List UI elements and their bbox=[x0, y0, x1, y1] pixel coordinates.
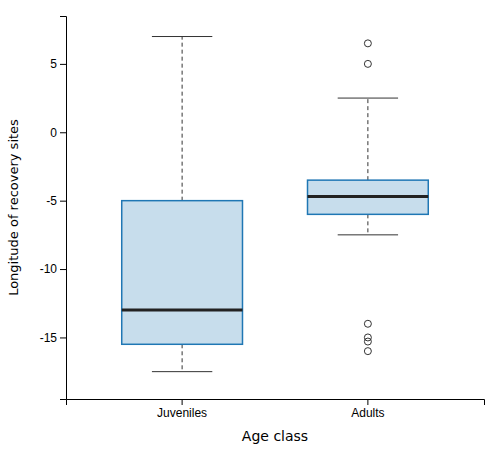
y-tick-mark bbox=[60, 132, 66, 133]
whisker-lower bbox=[182, 344, 183, 371]
y-tick-label: 0 bbox=[50, 126, 57, 140]
y-tick-label: -5 bbox=[46, 194, 57, 208]
y-tick-label: -15 bbox=[40, 331, 58, 345]
y-tick-mark bbox=[60, 269, 66, 270]
whisker-cap-upper bbox=[338, 98, 398, 99]
median bbox=[122, 309, 243, 312]
x-axis-line bbox=[67, 400, 485, 406]
y-tick: -10 bbox=[40, 262, 66, 276]
y-tick-mark bbox=[60, 337, 66, 338]
x-axis: Juveniles Adults bbox=[67, 399, 485, 420]
x-axis-title: Age class bbox=[242, 428, 308, 444]
x-tick-label: Juveniles bbox=[157, 406, 207, 420]
plot: Juveniles Adults -15 -10 -5 0 5 bbox=[40, 17, 485, 420]
y-tick: 5 bbox=[50, 57, 66, 71]
median bbox=[308, 195, 429, 198]
outlier bbox=[364, 338, 371, 345]
y-tick: -5 bbox=[46, 194, 66, 208]
whisker-cap-upper bbox=[152, 36, 212, 37]
y-tick-mark bbox=[60, 64, 66, 65]
box-group bbox=[308, 40, 429, 355]
x-tick: Juveniles bbox=[157, 399, 207, 420]
y-tick-label: 5 bbox=[50, 57, 57, 71]
y-axis-line bbox=[60, 17, 67, 400]
outlier bbox=[364, 320, 371, 327]
whisker-cap-lower bbox=[152, 371, 212, 372]
y-axis: -15 -10 -5 0 5 bbox=[40, 17, 67, 400]
x-tick-label: Adults bbox=[351, 406, 384, 420]
y-axis-title: Longitude of recovery sites bbox=[6, 119, 21, 296]
whisker-upper bbox=[182, 37, 183, 201]
outlier bbox=[364, 40, 371, 47]
outlier bbox=[364, 334, 371, 341]
y-tick: -15 bbox=[40, 331, 66, 345]
boxes bbox=[122, 37, 429, 372]
outlier bbox=[364, 348, 371, 355]
box bbox=[122, 201, 243, 345]
y-tick: 0 bbox=[50, 126, 66, 140]
x-tick-mark bbox=[367, 399, 368, 405]
box-group bbox=[122, 37, 243, 372]
whisker-upper bbox=[367, 98, 368, 180]
box bbox=[308, 180, 429, 214]
y-tick-mark bbox=[60, 201, 66, 202]
whisker-lower bbox=[367, 214, 368, 235]
x-tick-mark bbox=[182, 399, 183, 405]
outlier bbox=[364, 60, 371, 67]
chart: Juveniles Adults -15 -10 -5 0 5 Age class Longit… bbox=[0, 0, 500, 455]
whisker-cap-lower bbox=[338, 234, 398, 235]
y-tick-label: -10 bbox=[40, 262, 58, 276]
x-tick: Adults bbox=[351, 399, 384, 420]
